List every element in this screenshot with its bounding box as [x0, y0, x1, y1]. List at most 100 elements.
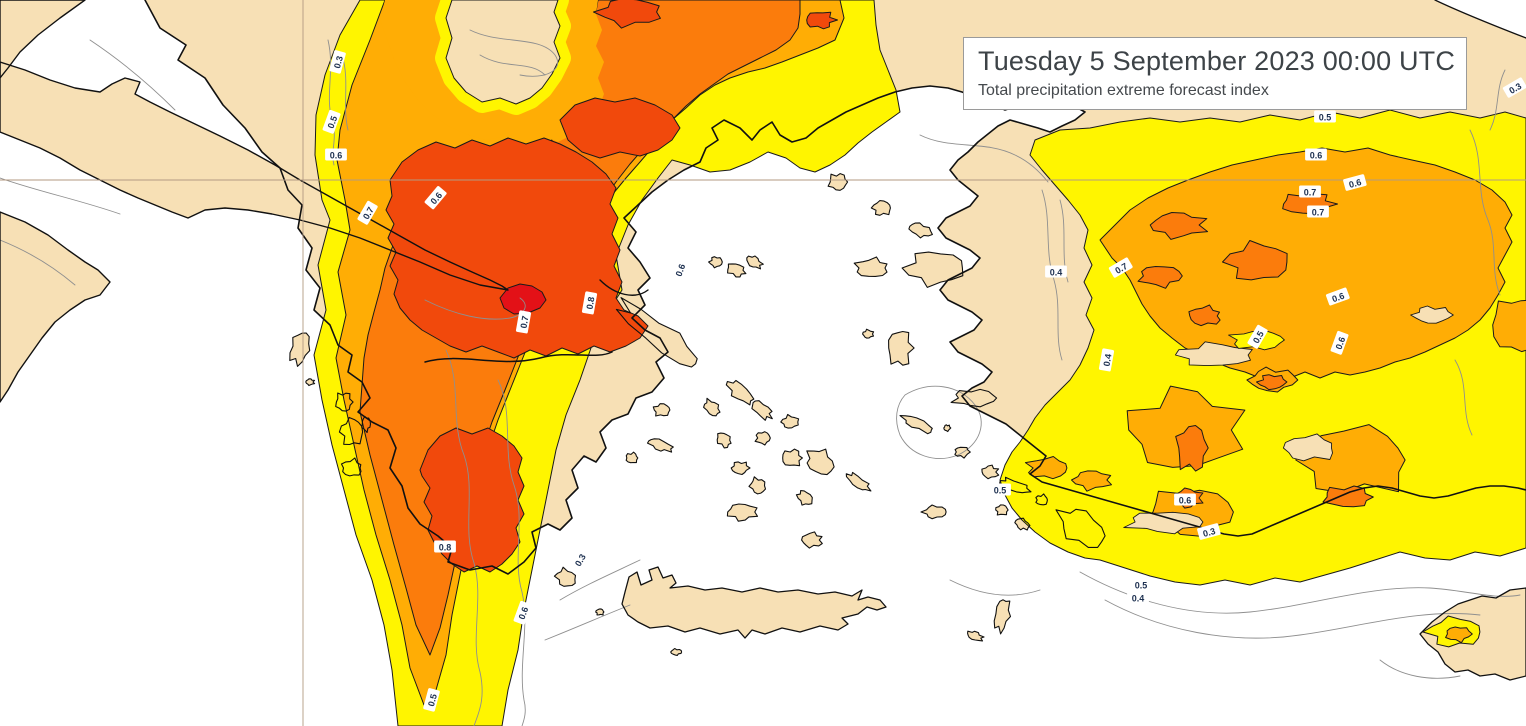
island-fill: [846, 472, 871, 491]
contour-label-chip: [329, 50, 346, 74]
coastline-island: [806, 448, 835, 476]
map-title-box: Tuesday 5 September 2023 00:00 UTC Total…: [963, 37, 1467, 110]
contour-label-chip: [1314, 110, 1336, 123]
contour-label-chip: [1127, 591, 1149, 604]
contour-low: [1041, 189, 1063, 361]
contour-low: [949, 579, 1041, 596]
contour-label-value: 0.6: [1331, 291, 1346, 305]
contour-label: 0.7: [1299, 185, 1321, 198]
contour-label: 0.4: [1098, 348, 1115, 372]
efi-core-0_7-turkey: [1322, 485, 1374, 508]
contour-label-chip: [569, 547, 590, 572]
contour-label-chip: [1108, 257, 1133, 278]
island-fill: [995, 504, 1009, 515]
contour-label: 0.8: [581, 291, 598, 315]
contour-label-chip: [581, 291, 598, 315]
contour-label-value: 0.7: [1312, 208, 1325, 218]
coastline-island: [338, 416, 364, 446]
island-fill: [751, 400, 773, 421]
contour-label-chip: [322, 109, 341, 134]
contour-low: [497, 379, 526, 726]
contour-label: 0.6: [513, 600, 532, 625]
coastline-island: [995, 504, 1009, 516]
contour-low: [1454, 359, 1473, 436]
coastline-island: [730, 461, 751, 476]
contour-label-value: 0.7: [518, 315, 530, 329]
contour-label: 0.3: [329, 50, 346, 74]
coastline-island: [908, 222, 933, 239]
contour-label: 0.6: [1343, 174, 1367, 191]
coastline-island: [950, 388, 998, 408]
contour-low: [896, 385, 982, 459]
coastline-island: [652, 403, 671, 417]
italy-coast-fill: [0, 0, 85, 78]
coastline-island: [899, 415, 933, 435]
contour-label: 0.8: [434, 540, 456, 553]
contour-low: [1104, 599, 1481, 639]
coastline-island: [999, 476, 1032, 494]
island-fill: [726, 380, 754, 405]
contour-label-chip: [1502, 77, 1526, 98]
contour-label-chip: [423, 688, 440, 712]
contour-label-chip: [1045, 265, 1067, 278]
contour-low: [424, 297, 526, 320]
contour-label: 0.4: [1127, 591, 1149, 604]
efi-core-0_8-top: [806, 11, 838, 30]
coastline-island: [361, 416, 372, 434]
island-fill: [727, 504, 758, 522]
contour-label-value: 0.6: [1348, 177, 1363, 190]
coastline-island: [748, 476, 767, 495]
coastline-island: [853, 256, 888, 277]
contour-label-value: 0.6: [1334, 336, 1348, 351]
island-fill: [647, 438, 674, 453]
island-fill: [626, 452, 638, 463]
coastline-island: [289, 332, 311, 367]
efi-core-0_8-nw-greece: [385, 137, 649, 359]
contour-label-value: 0.3: [332, 55, 345, 70]
island-fill: [828, 173, 848, 191]
coastline-island: [595, 608, 605, 616]
contour-label-chip: [1197, 523, 1221, 540]
island-fill: [289, 333, 310, 367]
island-fill: [900, 415, 933, 434]
efi-pocket-low-turkey: [1174, 341, 1253, 367]
coastline-island: [625, 451, 639, 464]
contour-label-value: 0.6: [517, 606, 531, 621]
contour-low: [0, 239, 76, 286]
efi-blob-0_6-turkey: [1071, 470, 1112, 492]
contour-label: 0.7: [1307, 205, 1329, 218]
contour-label-chip: [513, 600, 532, 625]
coastline-island: [993, 599, 1012, 635]
coastline-island: [746, 255, 764, 270]
efi-core-0_7-turkey: [1222, 240, 1288, 281]
contour-label-value: 0.6: [674, 263, 688, 278]
island-fill: [967, 631, 984, 641]
contour-label-value: 0.4: [1050, 268, 1063, 278]
contour-low: [544, 604, 631, 641]
coastline-island: [305, 378, 316, 387]
contour-label-chip: [1330, 330, 1349, 355]
coastline-island: [716, 432, 732, 449]
efi-core-0_7-turkey: [1137, 266, 1183, 289]
contour-label-value: 0.6: [330, 151, 343, 161]
coastline-island: [727, 263, 747, 278]
contour-label-value: 0.6: [1310, 151, 1323, 161]
coastline-island: [340, 457, 362, 477]
efi-core-0_8-top: [593, 0, 661, 29]
contour-label: 0.6: [1330, 330, 1349, 355]
island-fill: [981, 465, 999, 479]
contour-label-value: 0.4: [1101, 353, 1113, 367]
contour-low: [445, 349, 483, 726]
contour-low: [559, 559, 641, 601]
contour-label-chip: [1307, 205, 1329, 218]
contour-label: 0.4: [1045, 265, 1067, 278]
coastline-island: [981, 464, 1000, 480]
efi-blob-0_6-turkey: [1492, 299, 1526, 353]
contour-label: 0.5: [1130, 578, 1152, 591]
contour-low: [1469, 129, 1501, 296]
coastline-island: [725, 379, 755, 406]
contour-label-chip: [1305, 148, 1327, 161]
coastline-italy: [0, 0, 86, 79]
coastline-island: [1055, 508, 1106, 548]
